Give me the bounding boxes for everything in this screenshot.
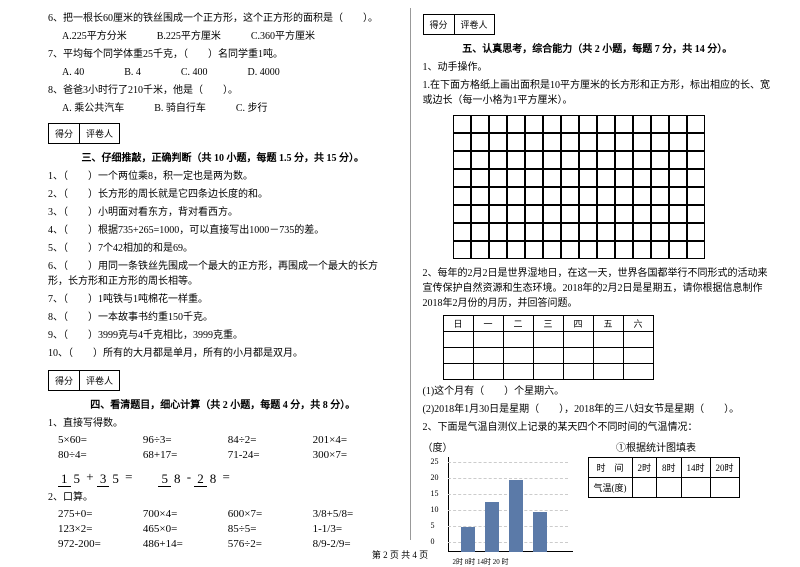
- k2a: 123×2=: [58, 523, 143, 535]
- k1d: 3/8+5/8=: [313, 508, 398, 520]
- q6-opts: A.225平方分米 B.225平方厘米 C.360平方厘米: [48, 29, 398, 44]
- m1b: 96÷3=: [143, 434, 228, 446]
- k1b: 700×4=: [143, 508, 228, 520]
- k1c: 600×7=: [228, 508, 313, 520]
- j8: 8、（ ）一本故事书约重150千克。: [48, 310, 398, 325]
- k1a: 275+0=: [58, 508, 143, 520]
- stat-r1c2: 2时: [632, 458, 657, 478]
- cal-q1: (1)这个月有（ ）个星期六。: [423, 384, 773, 399]
- q7-opts: A. 40 B. 4 C. 400 D. 4000: [48, 65, 398, 80]
- j4: 4、（ ）根据735+265=1000，可以直接写出1000－735的差。: [48, 223, 398, 238]
- k-row-2: 123×2= 465×0= 85÷5= 1-1/3=: [58, 523, 398, 535]
- m2d: 300×7=: [313, 449, 398, 461]
- marker-label: 评卷人: [80, 124, 119, 143]
- stat-title: ①根据统计图填表: [573, 439, 740, 454]
- j6: 6、（ ）用同一条铁丝先围成一个最大的正方形，再围成一个最大的长方形，长方形和正…: [48, 259, 398, 289]
- marker-label: 评卷人: [455, 15, 494, 34]
- math-row-2: 80÷4= 68+17= 71-24= 300×7=: [58, 449, 398, 461]
- stat-r1c1: 时 间: [588, 458, 632, 478]
- page-footer: 第 2 页 共 4 页: [0, 548, 800, 561]
- calendar-table: 日一二三四五六: [443, 315, 654, 380]
- p2: 2、每年的2月2日是世界湿地日，在这一天，世界各国都举行不同形式的活动来宣传保护…: [423, 266, 773, 311]
- q6: 6、把一根长60厘米的铁丝围成一个正方形，这个正方形的面积是（ ）。: [48, 11, 398, 26]
- m1c: 84÷2=: [228, 434, 313, 446]
- score-box-2: 得分 评卷人: [48, 370, 120, 391]
- m1d: 201×4=: [313, 434, 398, 446]
- j5: 5、（ ）7个42相加的和是69。: [48, 241, 398, 256]
- score-box-1: 得分 评卷人: [48, 123, 120, 144]
- j7: 7、（ ）1吨铁与1吨棉花一样重。: [48, 292, 398, 307]
- m2b: 68+17=: [143, 449, 228, 461]
- stat-r2c1: 气温(度): [588, 478, 632, 498]
- j10: 10、（ ）所有的大月都是单月，所有的小月都是双月。: [48, 346, 398, 361]
- calc-2: 2、口算。: [48, 490, 398, 505]
- k-row-1: 275+0= 700×4= 600×7= 3/8+5/8=: [58, 508, 398, 520]
- p1: 1、动手操作。: [423, 60, 773, 75]
- section-3-title: 三、仔细推敲，正确判断（共 10 小题，每题 1.5 分，共 15 分）。: [48, 149, 398, 164]
- score-label: 得分: [49, 124, 80, 143]
- stat-r1c4: 14时: [681, 458, 710, 478]
- column-divider: [410, 8, 411, 540]
- q8: 8、爸爸3小时行了210千米，他是（ ）。: [48, 83, 398, 98]
- cal-q2: (2)2018年1月30日是星期（ ），2018年的三八妇女节是星期（ ）。: [423, 402, 773, 417]
- j2: 2、（ ）长方形的周长就是它四条边长度的和。: [48, 187, 398, 202]
- k2b: 465×0=: [143, 523, 228, 535]
- j9: 9、（ ）3999克与4千克相比，3999克重。: [48, 328, 398, 343]
- fraction-row: 15 + 35 = 58 - 28 =: [58, 466, 398, 485]
- section-4-title: 四、看清题目，细心计算（共 2 小题，每题 4 分，共 8 分）。: [48, 396, 398, 411]
- q7: 7、平均每个同学体重25千克，（ ）名同学重1吨。: [48, 47, 398, 62]
- score-label: 得分: [49, 371, 80, 390]
- p3: 2、下面是气温自测仪上记录的某天四个不同时间的气温情况：: [423, 420, 773, 435]
- grid-paper: [453, 115, 705, 259]
- stat-r1c3: 8时: [657, 458, 682, 478]
- stat-table: 时 间 2时 8时 14时 20时 气温(度): [588, 457, 740, 498]
- calc-1: 1、直接写得数。: [48, 416, 398, 431]
- degree-label: （度）: [423, 439, 573, 454]
- math-row-1: 5×60= 96÷3= 84÷2= 201×4=: [58, 434, 398, 446]
- k2c: 85÷5=: [228, 523, 313, 535]
- score-box-3: 得分 评卷人: [423, 14, 495, 35]
- m1a: 5×60=: [58, 434, 143, 446]
- p1a: 1.在下面方格纸上画出面积是10平方厘米的长方形和正方形，标出相应的长、宽或边长…: [423, 78, 773, 108]
- q8-opts: A. 乘公共汽车 B. 骑自行车 C. 步行: [48, 101, 398, 116]
- j1: 1、（ ）一个两位乘8，积一定也是两为数。: [48, 169, 398, 184]
- section-5-title: 五、认真思考，综合能力（共 2 小题，每题 7 分，共 14 分）。: [423, 40, 773, 55]
- k2d: 1-1/3=: [313, 523, 398, 535]
- score-label: 得分: [424, 15, 455, 34]
- m2a: 80÷4=: [58, 449, 143, 461]
- j3: 3、（ ）小明面对看东方，背对看西方。: [48, 205, 398, 220]
- stat-r1c5: 20时: [710, 458, 739, 478]
- m2c: 71-24=: [228, 449, 313, 461]
- marker-label: 评卷人: [80, 371, 119, 390]
